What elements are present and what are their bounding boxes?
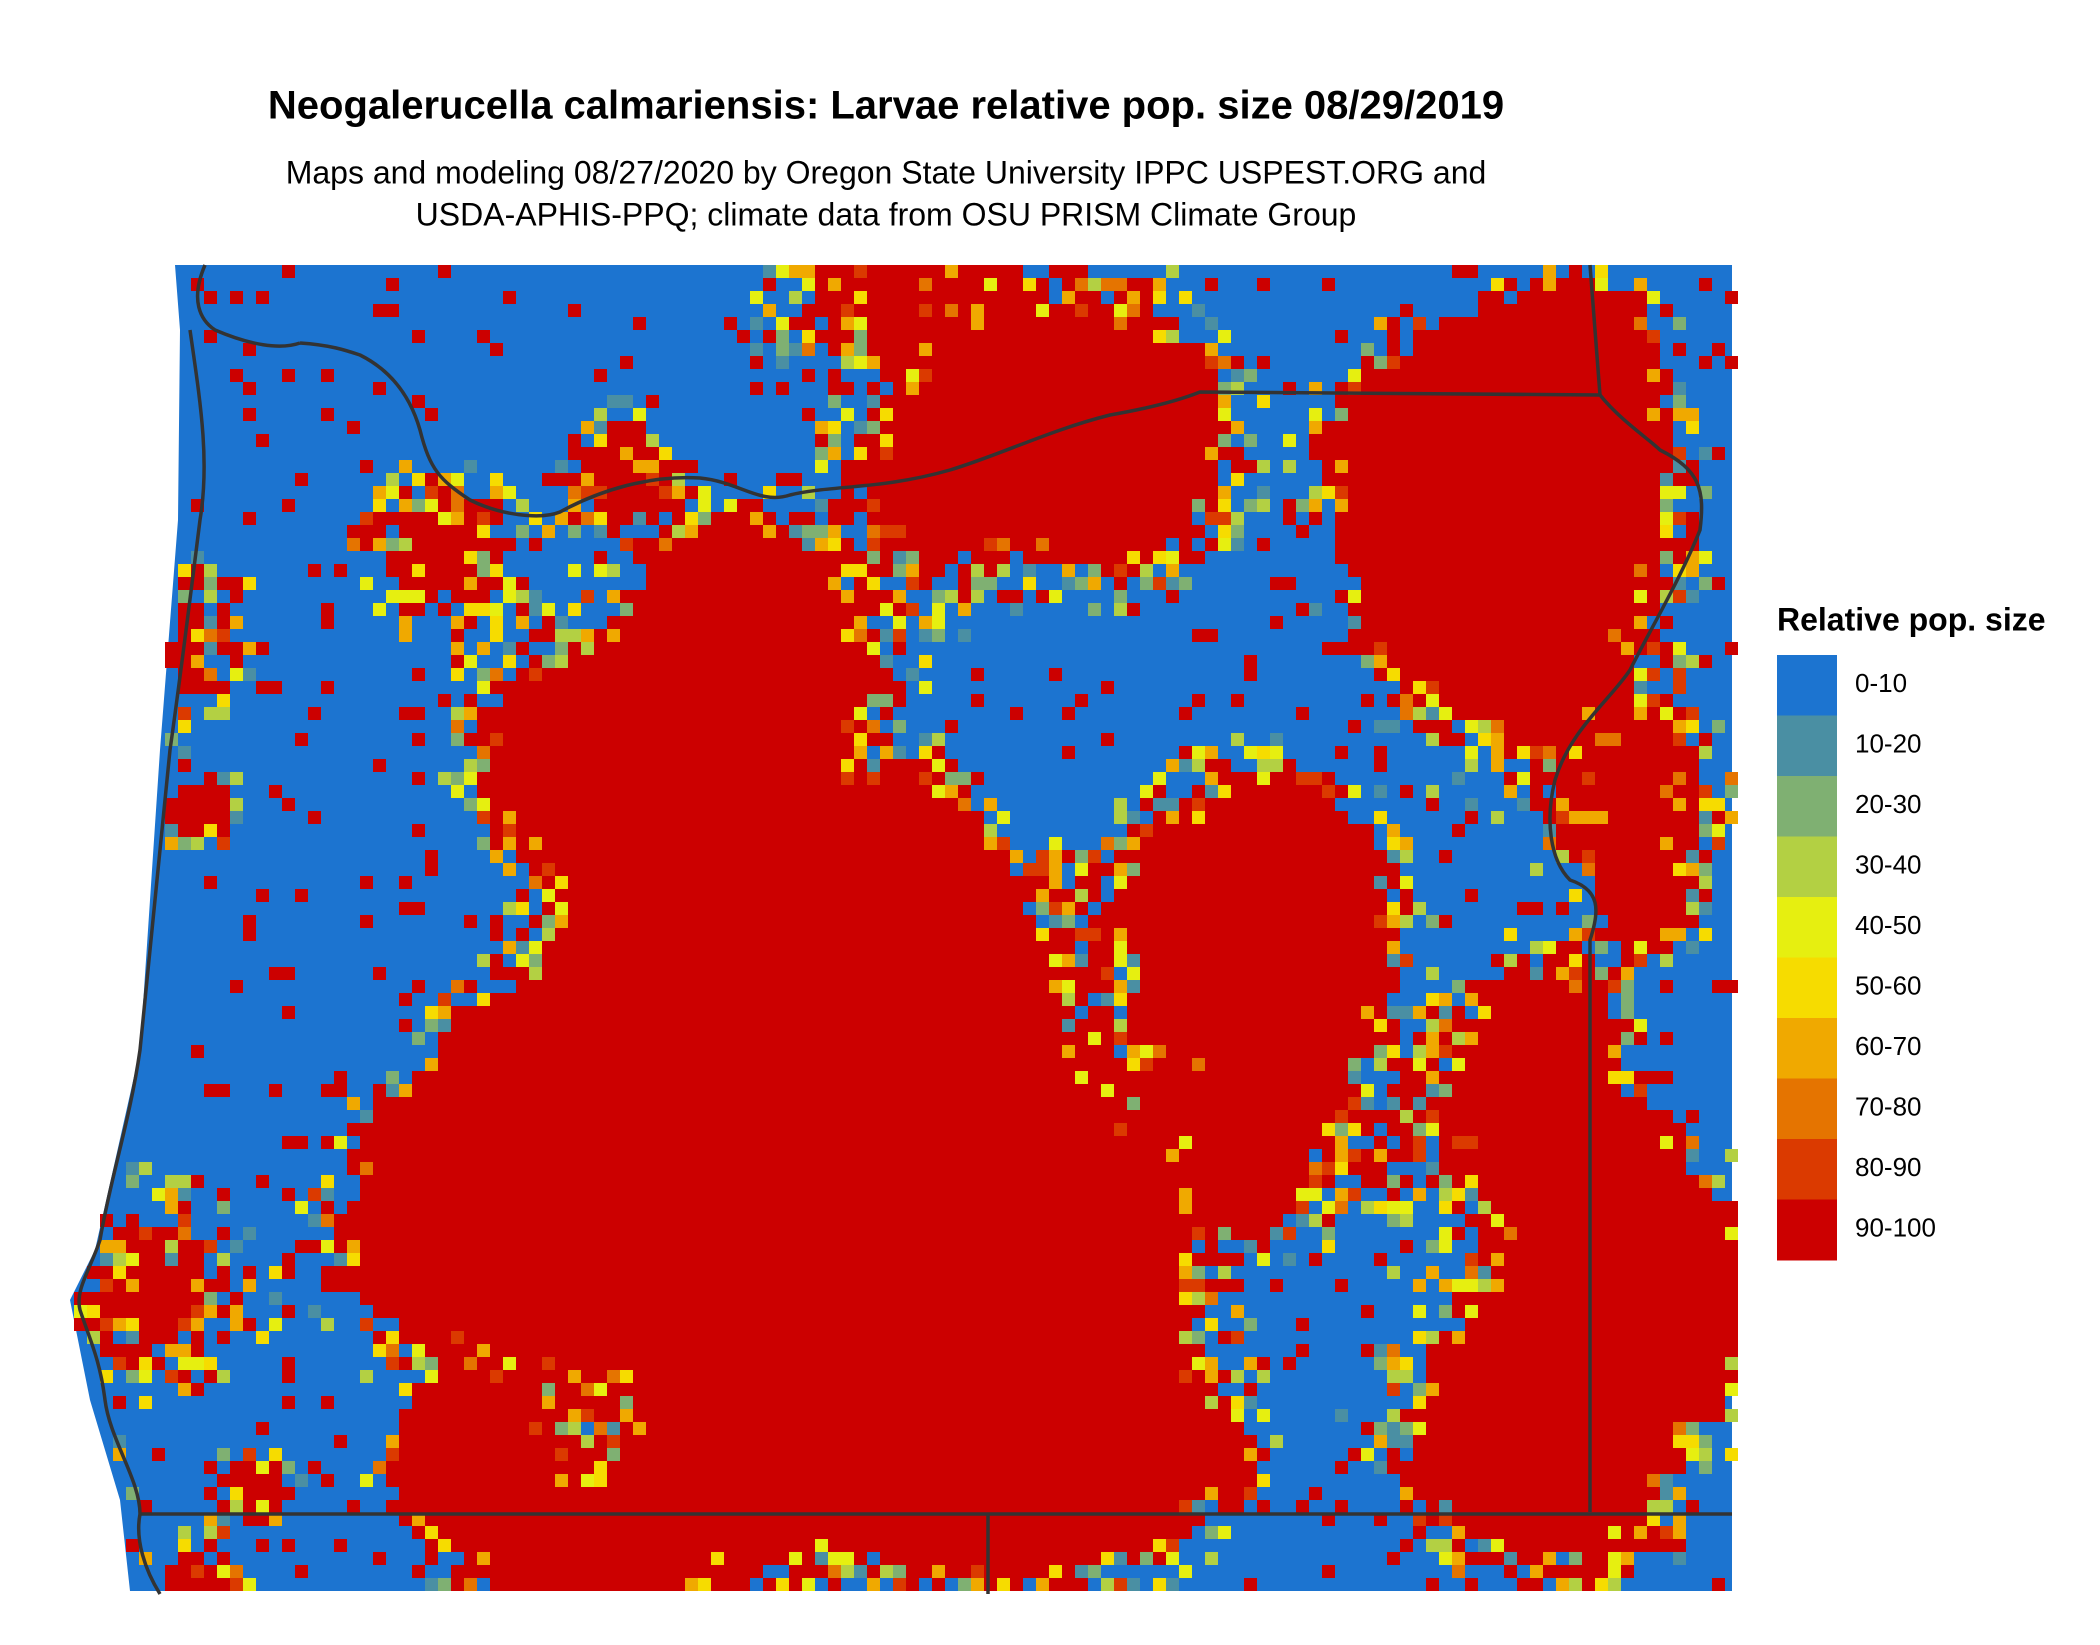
legend-swatch — [1777, 957, 1837, 1019]
coastline — [77, 264, 301, 1595]
legend-label: 10-20 — [1855, 728, 1922, 758]
subtitle: USDA-APHIS-PPQ; climate data from OSU PR… — [416, 196, 1357, 232]
legend-swatch — [1777, 897, 1837, 958]
borders — [77, 264, 1732, 1595]
legend-label: 60-70 — [1855, 1031, 1922, 1061]
legend-swatch — [1777, 1018, 1837, 1079]
legend-swatch — [1777, 836, 1837, 898]
legend-swatch — [1777, 1199, 1837, 1261]
legend-swatch — [1777, 776, 1837, 837]
legend: 0-10 10-20 20-30 30-40 40-50 50-60 60-70 70-80 8… — [1777, 655, 1936, 1261]
legend-label: 40-50 — [1855, 910, 1922, 940]
legend-label: 50-60 — [1855, 970, 1922, 1000]
legend-label: 30-40 — [1855, 849, 1922, 879]
legend-label: 0-10 — [1855, 668, 1907, 698]
legend-swatch — [1777, 655, 1837, 716]
legend-swatch — [1777, 715, 1837, 777]
raster-cells — [87, 265, 1738, 1591]
legend-label: 70-80 — [1855, 1091, 1922, 1121]
raster-cells — [74, 265, 1738, 1591]
legend-label: 80-90 — [1855, 1152, 1922, 1182]
state-border — [1588, 264, 1602, 396]
subtitle: Maps and modeling 08/27/2020 by Oregon S… — [286, 154, 1487, 190]
raster — [70, 265, 1738, 1591]
legend-swatch — [1777, 1078, 1837, 1140]
raster-cells — [126, 317, 1738, 1591]
legend-label: 20-30 — [1855, 789, 1922, 819]
legend-swatch — [1777, 1139, 1837, 1200]
title: Neogalerucella calmariensis: Larvae rela… — [268, 84, 1504, 128]
state-border — [299, 341, 1704, 1512]
legend-label: 90-100 — [1855, 1212, 1936, 1242]
legend-title: Relative pop. size — [1777, 601, 2046, 637]
